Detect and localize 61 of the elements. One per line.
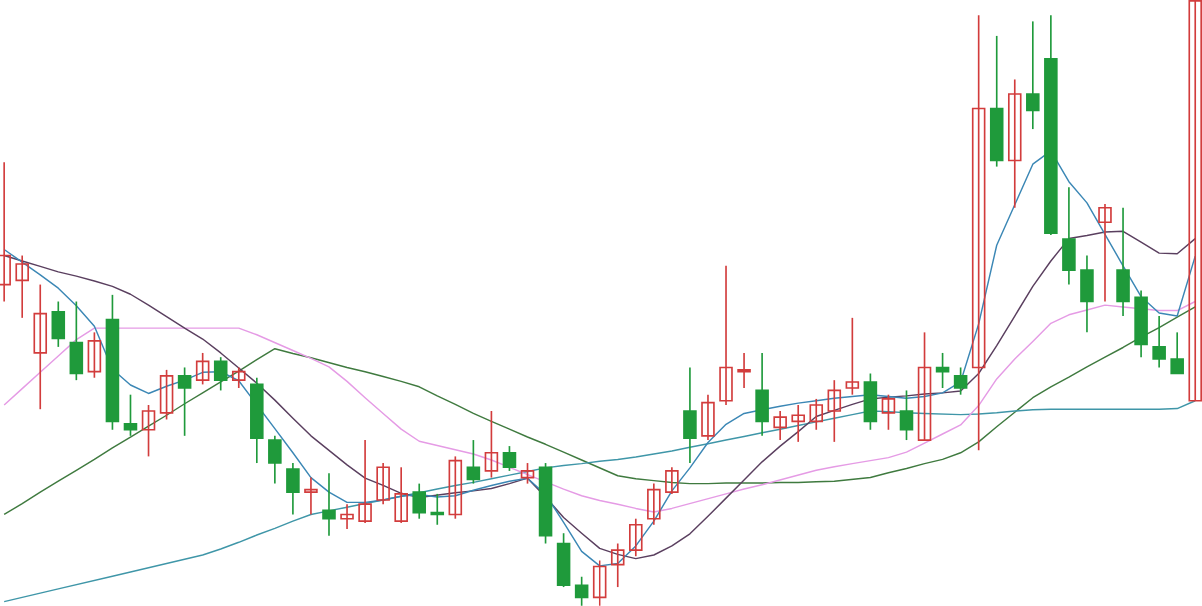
candlestick: [304, 476, 318, 515]
candlestick: [809, 397, 824, 431]
candlestick: [863, 372, 878, 431]
candlestick: [1152, 314, 1166, 368]
candlestick: [1134, 289, 1148, 358]
candlestick: [484, 409, 499, 479]
candlestick: [430, 492, 445, 526]
candlestick: [647, 482, 661, 526]
candlestick: [394, 466, 408, 524]
candlestick: [87, 331, 102, 379]
candlestick: [268, 434, 282, 485]
candlestick: [592, 559, 607, 606]
candlestick: [15, 254, 29, 319]
candlestick: [574, 575, 589, 606]
candlestick: [953, 366, 968, 396]
candlestick: [845, 316, 860, 396]
candlestick: [881, 393, 896, 431]
candlestick: [1026, 20, 1040, 130]
candlestick: [1007, 78, 1022, 209]
candlestick: [177, 366, 192, 437]
candlestick: [917, 331, 932, 441]
candlestick: [466, 438, 481, 485]
candlestick: [123, 393, 138, 437]
candlestick: [773, 409, 787, 441]
candlestick: [610, 542, 625, 588]
candlestick: [791, 403, 805, 443]
candlestick: [971, 14, 986, 451]
candlestick: [1080, 254, 1094, 333]
candlestick: [665, 466, 679, 495]
candlestick: [412, 482, 427, 520]
candlestick: [755, 351, 769, 437]
candlestick: [51, 300, 66, 348]
candlestick: [556, 532, 571, 588]
candlestick: [719, 264, 733, 406]
candlestick: [195, 351, 210, 385]
candlestick: [520, 461, 535, 485]
candlestick: [1188, 0, 1202, 402]
candlestick: [376, 461, 390, 505]
candlestick: [502, 444, 517, 472]
candlestick: [935, 351, 950, 389]
candlestick: [159, 368, 174, 421]
candlestick: [701, 393, 715, 441]
candlestick: [322, 472, 336, 537]
candlestick: [286, 461, 300, 515]
candlestick: [33, 283, 48, 410]
candlestick: [629, 517, 643, 557]
candlestick: [358, 438, 372, 524]
candlestick: [448, 455, 463, 520]
candlestick: [737, 351, 751, 389]
candlestick: [231, 366, 246, 389]
candlestick: [683, 366, 697, 464]
candlestick: [1062, 186, 1076, 286]
candlestick: [827, 379, 842, 443]
candlestick: [1170, 331, 1184, 375]
candlestick: [69, 300, 84, 381]
candlestick: [1116, 206, 1130, 317]
candlestick: [340, 503, 354, 530]
candlestick: [213, 356, 228, 391]
candlestick: [1098, 202, 1112, 303]
candlestick: [899, 389, 914, 441]
candlestick: [141, 403, 156, 457]
